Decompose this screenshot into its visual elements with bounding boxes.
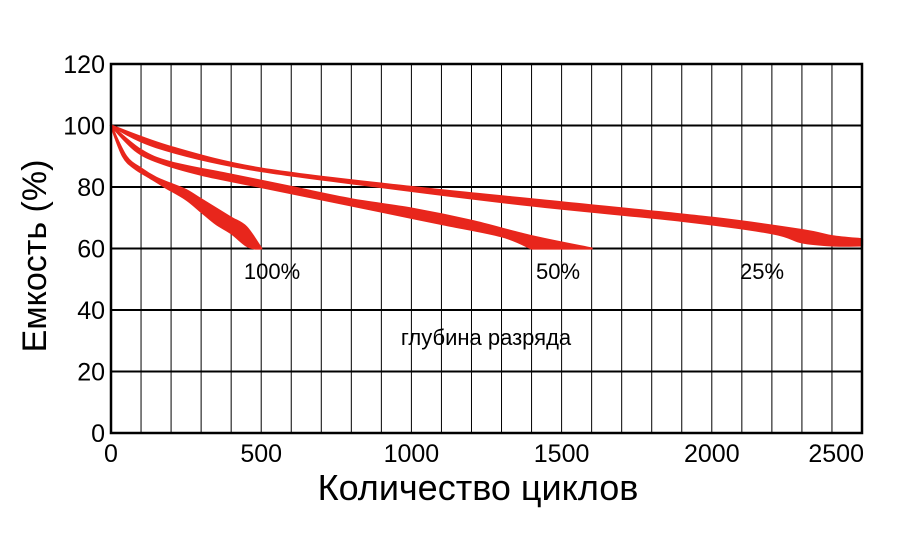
series-band-25pct [109,124,864,247]
plot-frame [109,62,864,435]
x-tick-label: 2500 [808,440,864,468]
label-dod-50: 50% [536,259,580,284]
y-tick-label: 40 [77,297,105,325]
series-band-100pct [109,124,263,250]
y-tick-label: 80 [77,174,105,202]
x-axis-label: Количество циклов [318,467,639,508]
y-tick-label: 120 [63,51,105,79]
y-tick-label: 60 [77,236,105,264]
x-tick-label: 500 [240,440,282,468]
label-dod-25: 25% [740,259,784,284]
y-tick-label: 100 [63,113,105,141]
x-tick-label: 2000 [684,440,740,468]
x-tick-label: 1000 [384,440,440,468]
x-tick-label: 1500 [534,440,590,468]
series-layer [109,124,864,250]
y-tick-label: 20 [77,359,105,387]
x-tick-labels: 0 500 1000 1500 2000 2500 [104,440,864,468]
x-tick-label: 0 [104,440,118,468]
series-band-50pct [109,124,593,250]
grid [111,64,862,433]
y-axis-label: Емкость (%) [16,160,54,353]
y-tick-labels: 0 20 40 60 80 100 120 [63,51,105,448]
y-tick-label: 0 [91,420,105,448]
label-dod-100: 100% [244,259,300,284]
label-depth-of-discharge: глубина разряда [401,325,572,350]
